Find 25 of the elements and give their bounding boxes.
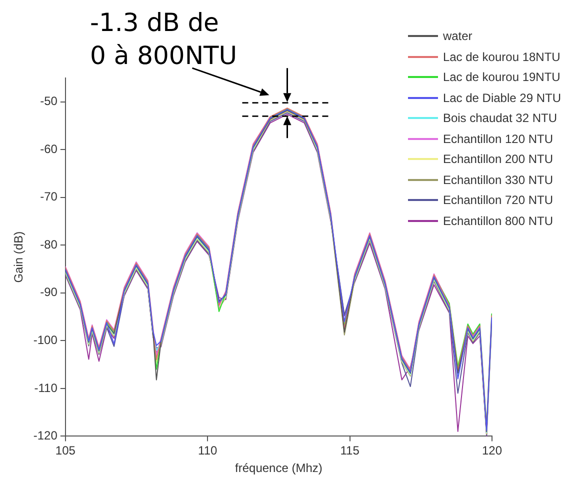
y-tick-label: -100 bbox=[33, 332, 58, 347]
y-tick-label: -110 bbox=[34, 380, 58, 395]
x-tick-label: 105 bbox=[55, 444, 76, 458]
legend-label: water bbox=[442, 28, 472, 45]
x-tick-label: 110 bbox=[198, 444, 218, 458]
legend-label: Echantillon 120 NTU bbox=[442, 130, 553, 148]
x-tick-label: 115 bbox=[340, 444, 360, 458]
y-axis-title: Gain (dB) bbox=[12, 231, 26, 283]
annotation: -1.3 dB de 0 à 800NTU bbox=[90, 7, 238, 72]
legend-label: Lac de kourou 18NTU bbox=[442, 48, 560, 66]
legend-label: Echantillon 800 NTU bbox=[442, 212, 553, 230]
y-tick-label: -50 bbox=[40, 94, 58, 108]
legend-label: Echantillon 720 NTU bbox=[442, 192, 553, 209]
legend-label: Lac de Diable 29 NTU bbox=[442, 90, 561, 106]
y-tick-label: -70 bbox=[40, 190, 58, 204]
x-tick-label: 120 bbox=[482, 444, 502, 458]
y-tick-label: -80 bbox=[40, 237, 58, 252]
y-tick-label: -90 bbox=[40, 285, 58, 300]
y-tick-label: -120 bbox=[33, 428, 58, 443]
legend-label: Lac de kourou 19NTU bbox=[442, 69, 560, 86]
x-axis-title: fréquence (Mhz) bbox=[235, 461, 322, 476]
legend-label: Echantillon 330 NTU bbox=[442, 172, 553, 188]
y-tick-label: -60 bbox=[40, 142, 58, 156]
legend-label: Bois chaudat 32 NTU bbox=[442, 110, 557, 127]
legend-label: Echantillon 200 NTU bbox=[442, 151, 553, 168]
